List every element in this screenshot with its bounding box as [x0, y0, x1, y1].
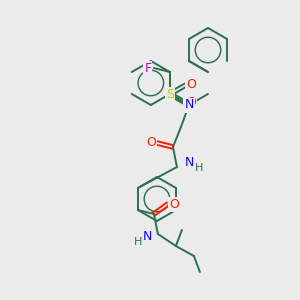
- Text: O: O: [186, 79, 196, 92]
- Text: H: H: [134, 237, 142, 247]
- Text: N: N: [184, 98, 194, 112]
- Text: O: O: [146, 136, 156, 149]
- Text: F: F: [144, 61, 152, 74]
- Text: S: S: [166, 88, 174, 100]
- Text: O: O: [169, 197, 179, 211]
- Text: H: H: [195, 163, 203, 173]
- Text: N: N: [184, 157, 194, 169]
- Text: N: N: [143, 230, 153, 244]
- Text: O: O: [186, 97, 196, 110]
